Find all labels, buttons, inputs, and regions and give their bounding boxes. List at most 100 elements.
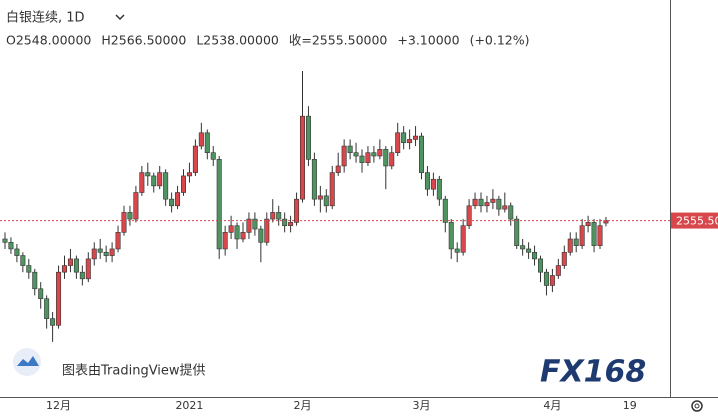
candle-body bbox=[454, 248, 460, 253]
ohlc-value: +3.10000 bbox=[397, 33, 459, 48]
candle-body bbox=[264, 218, 270, 243]
candle-body bbox=[555, 265, 561, 276]
watermark-icon bbox=[13, 348, 41, 376]
candle-body bbox=[288, 222, 294, 227]
candle-body bbox=[169, 198, 175, 207]
ohlc-value: L2538.00000 bbox=[196, 33, 279, 48]
candle-body bbox=[246, 218, 252, 233]
candle-body bbox=[258, 228, 264, 243]
candle-body bbox=[514, 218, 520, 246]
candle-body bbox=[26, 265, 32, 273]
ohlc-value: (+0.12%) bbox=[470, 33, 530, 48]
x-tick-label: 12月 bbox=[46, 399, 71, 412]
candle-body bbox=[365, 152, 371, 163]
candle-body bbox=[371, 152, 377, 157]
candle-body bbox=[377, 149, 383, 157]
candle-body bbox=[73, 258, 79, 273]
candle-body bbox=[186, 172, 192, 177]
last-price-label: 2555.50 bbox=[676, 215, 718, 228]
x-tick-label: 4月 bbox=[543, 399, 561, 412]
candle-body bbox=[252, 218, 258, 230]
candle-body bbox=[115, 232, 121, 250]
candle-body bbox=[323, 195, 329, 207]
candle-body bbox=[145, 172, 151, 177]
candle-body bbox=[436, 178, 442, 200]
candle-body bbox=[61, 265, 67, 273]
candle-body bbox=[520, 245, 526, 250]
candle-body bbox=[591, 222, 597, 246]
dropdown-icon[interactable] bbox=[115, 14, 125, 21]
candle-body bbox=[389, 152, 395, 167]
candle-body bbox=[347, 145, 353, 153]
candle-body bbox=[478, 198, 484, 207]
candle-body bbox=[383, 149, 389, 167]
candle-body bbox=[222, 232, 228, 250]
candle-body bbox=[32, 271, 38, 290]
candle-body bbox=[14, 248, 20, 256]
candle-body bbox=[50, 318, 56, 326]
candle-body bbox=[91, 248, 97, 260]
candle-body bbox=[430, 178, 436, 190]
candle-body bbox=[317, 195, 323, 200]
ohlc-header: O2548.00000 H2566.50000 L2538.00000 收=2555.… bbox=[6, 33, 530, 48]
candle-body bbox=[484, 202, 490, 207]
candle-body bbox=[401, 132, 407, 144]
settings-icon[interactable] bbox=[691, 400, 703, 412]
candle-body bbox=[228, 225, 234, 233]
candle-body bbox=[276, 212, 282, 220]
gear[interactable] bbox=[691, 400, 703, 412]
candles bbox=[2, 71, 609, 342]
watermark-icon-shape bbox=[17, 356, 39, 366]
candle-body bbox=[335, 165, 341, 173]
candle-body bbox=[305, 115, 311, 160]
candle-body bbox=[85, 258, 91, 280]
candle-body bbox=[448, 222, 454, 250]
watermark[interactable]: 图表由TradingView提供 bbox=[13, 348, 206, 379]
candle-body bbox=[204, 132, 210, 153]
candle-body bbox=[139, 172, 145, 193]
candle-body bbox=[299, 115, 305, 200]
candle-body bbox=[597, 225, 603, 246]
ohlc-value: 收=2555.50000 bbox=[289, 33, 388, 48]
ohlc-value: O2548.00000 bbox=[6, 33, 91, 48]
candle-body bbox=[490, 198, 496, 203]
candle-body bbox=[216, 159, 222, 250]
candle-body bbox=[460, 225, 466, 253]
candle-body bbox=[175, 192, 181, 207]
candle-body bbox=[127, 212, 133, 220]
candle-body bbox=[133, 192, 139, 220]
candle-body bbox=[407, 139, 413, 144]
candle-body bbox=[103, 251, 109, 256]
candle-body bbox=[561, 251, 567, 266]
candle-body bbox=[282, 218, 288, 227]
x-tick-label: 19 bbox=[623, 399, 637, 412]
candle-body bbox=[532, 251, 538, 260]
candle-body bbox=[329, 172, 335, 207]
x-tick-label: 3月 bbox=[413, 399, 431, 412]
candle-body bbox=[418, 135, 424, 173]
last-price-box bbox=[671, 212, 718, 229]
candle-body bbox=[549, 275, 555, 286]
candle-body bbox=[270, 212, 276, 220]
candle-body bbox=[413, 135, 419, 140]
candle-body bbox=[97, 248, 103, 253]
candle-body bbox=[44, 298, 50, 319]
candle-body bbox=[567, 238, 573, 253]
candle-body bbox=[198, 132, 204, 147]
gear-center[interactable] bbox=[694, 403, 700, 409]
candle-body bbox=[341, 145, 347, 167]
candle-body bbox=[181, 175, 187, 193]
candle-body bbox=[294, 198, 300, 223]
candle-body bbox=[395, 132, 401, 153]
chart-title[interactable]: 白银连续, 1D bbox=[6, 10, 85, 26]
candle-body bbox=[573, 238, 579, 246]
candle-body bbox=[8, 242, 14, 250]
candle-body bbox=[466, 205, 472, 227]
candle-body bbox=[151, 175, 157, 187]
x-tick-label: 2021 bbox=[175, 399, 203, 412]
candle-body bbox=[2, 238, 8, 243]
watermark-text: 图表由TradingView提供 bbox=[62, 363, 206, 379]
candle-body bbox=[121, 212, 127, 233]
